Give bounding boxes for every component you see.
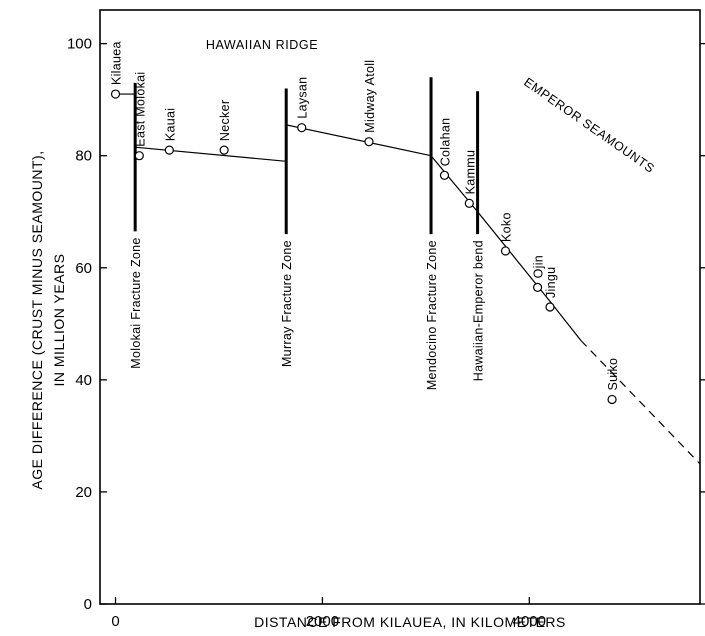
fracture-zone-label-murray-fracture-zone: Murray Fracture Zone xyxy=(280,240,294,367)
data-point-east-molokai xyxy=(134,151,144,161)
data-point-jingu xyxy=(545,302,555,312)
data-point-label-laysan: Laysan xyxy=(296,77,310,119)
region-label-hawaiian-ridge: HAWAIIAN RIDGE xyxy=(206,38,318,52)
data-point-suiko xyxy=(607,394,617,405)
x-tick-label-4000: 4000 xyxy=(513,613,546,630)
data-point-necker xyxy=(219,145,229,155)
plot-frame xyxy=(99,9,701,605)
data-point-label-kammu: Kammu xyxy=(463,150,477,195)
y-tick-label-40: 40 xyxy=(75,372,92,389)
y-tick-label-100: 100 xyxy=(67,36,92,53)
chart-marks xyxy=(100,42,705,605)
x-axis-title: DISTANCE FROM KILAUEA, IN KILOMETERS xyxy=(254,614,566,630)
data-point-label-east-molokai: East Molokai xyxy=(133,72,147,147)
data-point-colahan xyxy=(439,170,450,180)
data-point-kammu xyxy=(464,198,474,208)
region-label-emperor-seamounts: EMPEROR SEAMOUNTS xyxy=(521,75,657,176)
data-point-label-necker: Necker xyxy=(218,100,232,141)
data-point-label-koko: Koko xyxy=(500,212,514,242)
trend-line-2 xyxy=(136,146,287,162)
data-point-label-kilauea: Kilauea xyxy=(110,41,124,85)
trend-line-5-dashed xyxy=(580,340,701,465)
x-tick-label-2000: 2000 xyxy=(306,613,339,630)
chart-labels: 0 2000 4000 0 20 40 60 80 100 Molokai Fracture Zo… xyxy=(67,36,620,630)
trend-line-4 xyxy=(430,155,582,341)
data-point-laysan xyxy=(297,123,307,133)
data-point-label-colahan: Colahan xyxy=(438,118,452,167)
y-axis-title: AGE DIFFERENCE (CRUST MINUS SEAMOUNT), I… xyxy=(29,150,67,489)
y-axis-title-line-2: IN MILLION YEARS xyxy=(51,253,67,386)
data-point-label-ojin: Ojin xyxy=(532,255,546,278)
y-tick-label-60: 60 xyxy=(75,260,92,277)
trend-line-3 xyxy=(286,124,432,157)
x-tick-label-0: 0 xyxy=(111,613,119,630)
data-point-midway-atoll xyxy=(364,137,374,147)
data-point-label-suiko: Suiko xyxy=(606,358,620,391)
data-point-ojin xyxy=(532,282,543,292)
y-tick-label-0: 0 xyxy=(84,596,92,613)
fracture-zone-label-molokai-fracture-zone: Molokai Fracture Zone xyxy=(129,237,143,368)
data-point-kilauea xyxy=(110,89,121,99)
fracture-zone-label-mendocino-fracture-zone: Mendocino Fracture Zone xyxy=(425,240,439,390)
data-point-label-jingu: Jingu xyxy=(544,267,558,298)
data-point-kauai xyxy=(164,145,174,155)
y-tick-label-80: 80 xyxy=(75,148,92,165)
data-point-label-midway-atoll: Midway Atoll xyxy=(363,60,377,133)
fracture-zone-label-hawaiian-emperor-bend: Hawaiian-Emperor bend xyxy=(472,240,486,381)
data-point-koko xyxy=(500,246,511,256)
y-tick-label-20: 20 xyxy=(75,484,92,501)
data-point-label-kauai: Kauai xyxy=(163,108,177,141)
y-axis-title-line-1: AGE DIFFERENCE (CRUST MINUS SEAMOUNT), xyxy=(29,150,45,489)
